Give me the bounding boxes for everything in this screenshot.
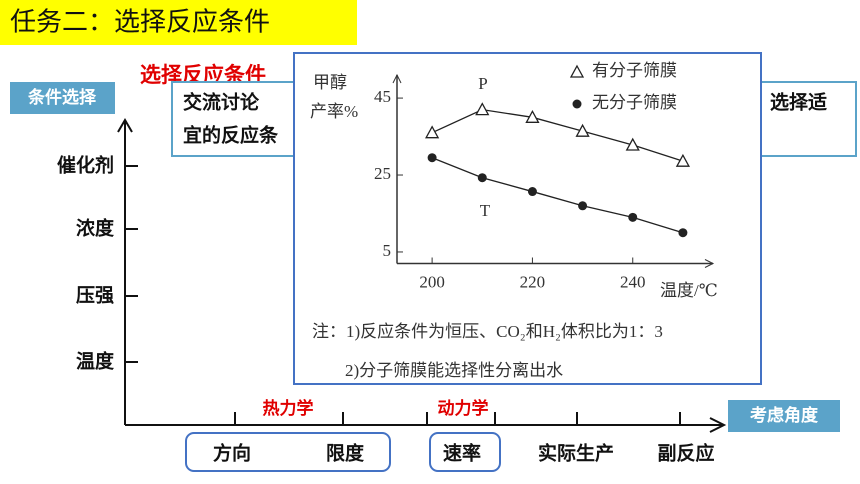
marker xyxy=(625,137,640,151)
condition-item: 压强 xyxy=(76,285,114,307)
discussion-text: 选择适 xyxy=(770,92,827,114)
group-box xyxy=(429,432,501,472)
arrow xyxy=(392,73,402,84)
marker xyxy=(425,125,440,139)
group-box xyxy=(185,432,391,472)
condition-item: 催化剂 xyxy=(57,154,114,177)
angle-item: 实际生产 xyxy=(538,442,614,465)
marker xyxy=(675,153,690,167)
x-tick-label: 200 xyxy=(419,272,445,291)
angle-item: 方向 xyxy=(213,442,251,465)
marker xyxy=(578,201,588,211)
x-axis-label: 温度/℃ xyxy=(660,281,718,300)
series-line xyxy=(431,157,684,234)
angle-item: 限度 xyxy=(326,442,365,465)
marker xyxy=(572,99,582,109)
legend-entry: 无分子筛膜 xyxy=(592,93,677,112)
y-axis-label: 条件选择 xyxy=(27,87,97,108)
marker xyxy=(678,228,688,238)
legend-entry: 有分子筛膜 xyxy=(592,61,677,80)
x-tick-label: 240 xyxy=(620,272,646,291)
y-tick-label: 5 xyxy=(383,241,392,260)
annotation: T xyxy=(480,201,491,220)
marker xyxy=(427,153,437,163)
axis-label-bg xyxy=(10,82,115,114)
x-axis-label: 考虑角度 xyxy=(749,405,819,426)
x-tick-label: 220 xyxy=(520,272,546,291)
group-label: 动力学 xyxy=(438,398,489,419)
marker xyxy=(525,109,540,123)
group-label: 热力学 xyxy=(263,398,314,419)
axis-label-bg xyxy=(728,400,840,432)
chart-panel xyxy=(293,52,762,385)
marker xyxy=(628,212,638,222)
slide-title: 任务二：选择反应条件 xyxy=(10,8,270,38)
angle-item: 速率 xyxy=(443,442,481,465)
arrow xyxy=(704,259,715,268)
marker xyxy=(527,187,537,197)
note: 注：1)反应条件为恒压、CO₂和H₂体积比为1：3 xyxy=(312,322,663,341)
arrow xyxy=(117,118,133,133)
marker xyxy=(575,123,590,137)
note: 2)分子筛膜能选择性分离出水 xyxy=(345,361,563,380)
annotation: P xyxy=(478,74,487,93)
marker xyxy=(475,102,490,116)
y-axis-label: 甲醇 xyxy=(313,73,347,92)
angle-item: 副反应 xyxy=(657,442,714,465)
y-tick-label: 25 xyxy=(374,164,391,183)
arrow xyxy=(709,417,727,433)
condition-item: 浓度 xyxy=(76,217,115,240)
y-tick-label: 45 xyxy=(374,87,391,106)
marker xyxy=(569,64,585,78)
marker xyxy=(477,173,487,183)
discussion-text: 宜的反应条 xyxy=(183,124,279,147)
condition-item: 温度 xyxy=(76,350,115,373)
title-bg xyxy=(0,0,357,45)
y-axis-label: 产率% xyxy=(310,102,358,121)
discussion-text: 交流讨论 xyxy=(183,91,260,114)
series-line xyxy=(431,108,684,162)
